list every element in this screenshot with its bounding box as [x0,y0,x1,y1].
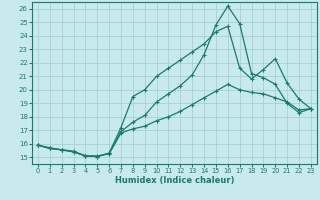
X-axis label: Humidex (Indice chaleur): Humidex (Indice chaleur) [115,176,234,185]
